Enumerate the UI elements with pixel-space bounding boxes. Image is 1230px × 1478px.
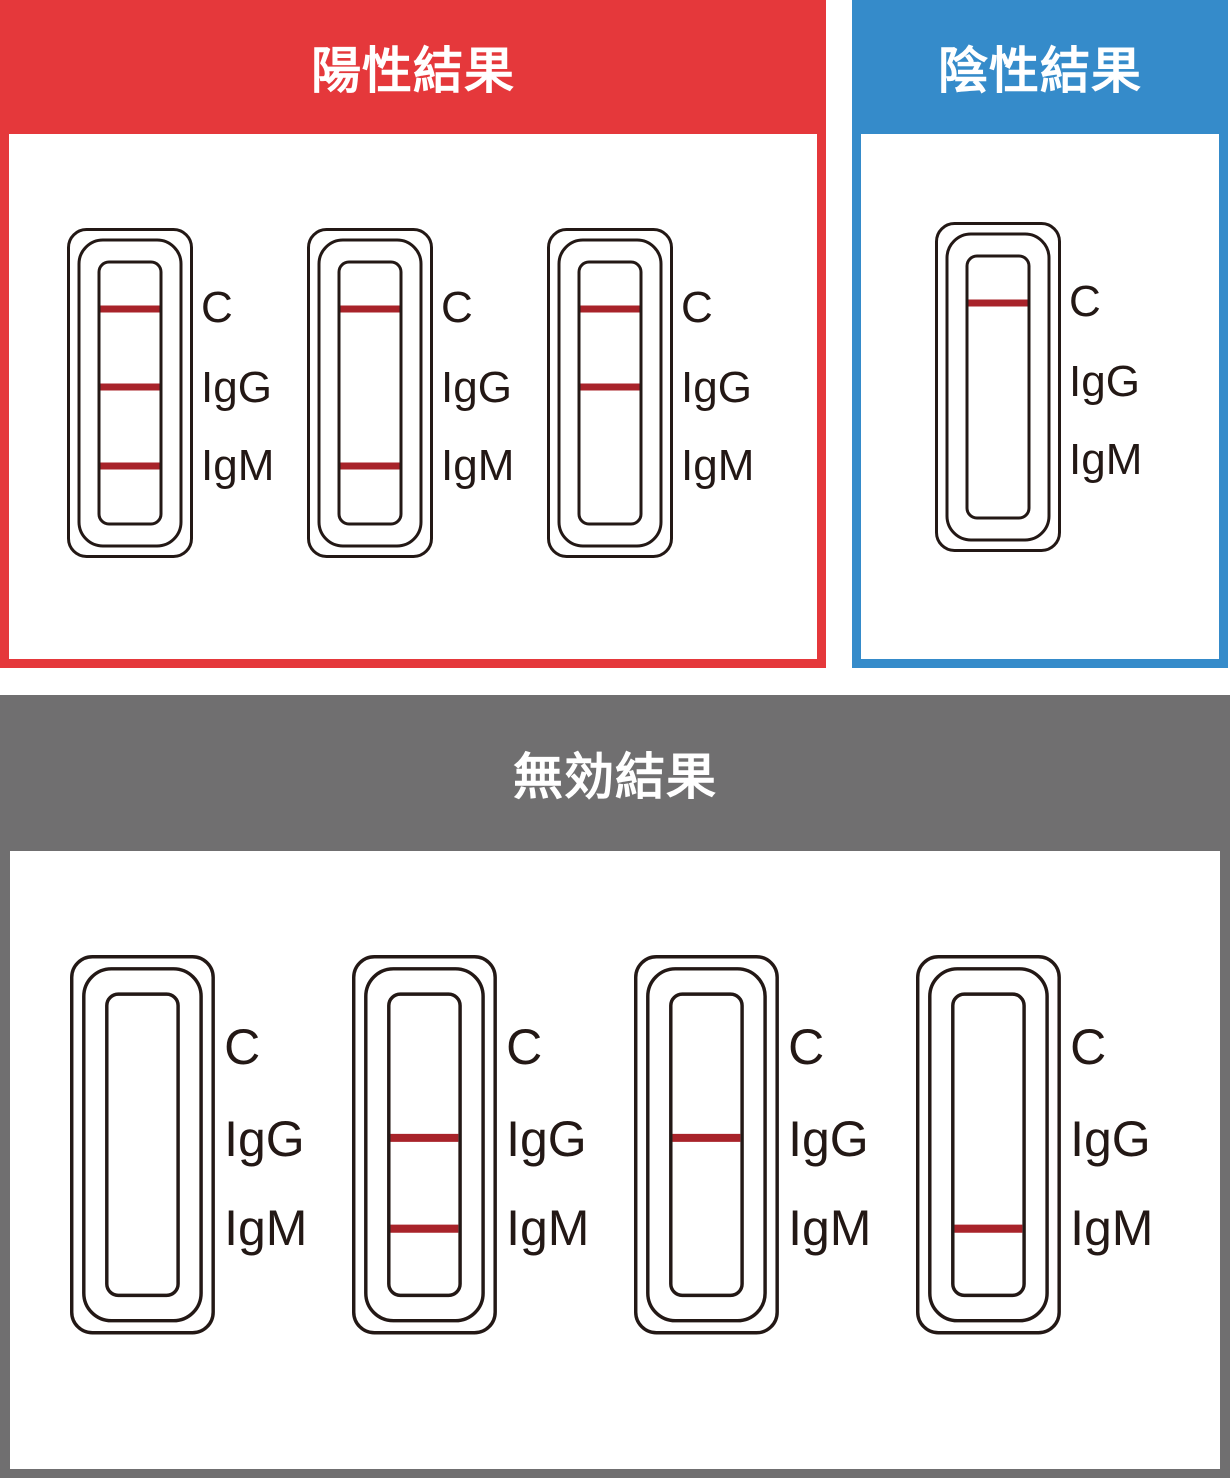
test-strip: C IgG IgM bbox=[70, 955, 318, 1335]
result-window bbox=[577, 260, 643, 526]
cassette-outer-outline bbox=[935, 222, 1061, 552]
invalid-result-body: C IgG IgM C IgG IgM C IgG IgM C IgG IgM bbox=[10, 851, 1220, 1469]
strip-label-igm: IgM bbox=[201, 441, 275, 490]
test-cassette-icon bbox=[67, 228, 193, 558]
strip-label-igm: IgM bbox=[1069, 435, 1143, 484]
test-strip: C IgG IgM bbox=[67, 228, 283, 558]
result-window bbox=[965, 254, 1031, 520]
strip-label-igm: IgM bbox=[1070, 1200, 1154, 1257]
cassette-outer-outline bbox=[70, 955, 215, 1335]
strip-label-c: C bbox=[224, 1018, 261, 1075]
result-window bbox=[105, 992, 180, 1298]
strip-label-igg: IgG bbox=[201, 363, 272, 412]
cassette-outer-outline bbox=[916, 955, 1061, 1335]
strip-label-c: C bbox=[506, 1018, 543, 1075]
strip-label-c: C bbox=[201, 283, 233, 332]
negative-result-body: C IgG IgM bbox=[861, 134, 1219, 659]
strip-label-igg: IgG bbox=[1070, 1110, 1151, 1167]
test-strip: C IgG IgM bbox=[547, 228, 763, 558]
cassette-inner-outline bbox=[77, 238, 183, 548]
result-window bbox=[337, 260, 403, 526]
positive-result-body: C IgG IgM C IgG IgM C IgG IgM bbox=[9, 134, 817, 659]
cassette-inner-outline bbox=[646, 967, 767, 1323]
strip-label-c: C bbox=[788, 1018, 825, 1075]
cassette-outer-outline bbox=[547, 228, 673, 558]
test-cassette-icon bbox=[307, 228, 433, 558]
test-strip: C IgG IgM bbox=[916, 955, 1164, 1335]
strip-label-igm: IgM bbox=[788, 1200, 872, 1257]
strip-label-igg: IgG bbox=[681, 363, 752, 412]
invalid-result-panel: 無効結果 C IgG IgM C IgG IgM C IgG IgM C IgG IgM bbox=[0, 695, 1230, 1478]
strip-label-igm: IgM bbox=[681, 441, 755, 490]
strip-label-igm: IgM bbox=[224, 1200, 308, 1257]
strip-label-igm: IgM bbox=[441, 441, 515, 490]
strip-label-c: C bbox=[441, 283, 473, 332]
negative-result-title: 陰性結果 bbox=[938, 42, 1142, 100]
cassette-inner-outline bbox=[317, 238, 423, 548]
cassette-inner-outline bbox=[945, 232, 1051, 542]
test-strip: C IgG IgM bbox=[352, 955, 600, 1335]
strip-label-c: C bbox=[681, 283, 713, 332]
strip-label-igg: IgG bbox=[788, 1110, 869, 1167]
strip-label-igg: IgG bbox=[441, 363, 512, 412]
cassette-outer-outline bbox=[352, 955, 497, 1335]
cassette-outer-outline bbox=[634, 955, 779, 1335]
test-cassette-icon bbox=[70, 955, 215, 1335]
result-window bbox=[951, 992, 1026, 1298]
result-window bbox=[387, 992, 462, 1298]
test-strip: C IgG IgM bbox=[935, 222, 1151, 552]
cassette-inner-outline bbox=[928, 967, 1049, 1323]
strip-label-igm: IgM bbox=[506, 1200, 590, 1257]
strip-label-igg: IgG bbox=[506, 1110, 587, 1167]
test-cassette-icon bbox=[935, 222, 1061, 552]
cassette-inner-outline bbox=[82, 967, 203, 1323]
test-cassette-icon bbox=[916, 955, 1061, 1335]
test-strip: C IgG IgM bbox=[634, 955, 882, 1335]
cassette-outer-outline bbox=[307, 228, 433, 558]
result-window bbox=[97, 260, 163, 526]
result-window bbox=[669, 992, 744, 1298]
test-strip: C IgG IgM bbox=[307, 228, 523, 558]
positive-result-title: 陽性結果 bbox=[311, 42, 515, 100]
negative-result-panel: 陰性結果 C IgG IgM bbox=[852, 0, 1228, 668]
positive-result-panel: 陽性結果 C IgG IgM C IgG IgM C IgG IgM bbox=[0, 0, 826, 668]
cassette-outer-outline bbox=[67, 228, 193, 558]
test-cassette-icon bbox=[352, 955, 497, 1335]
cassette-inner-outline bbox=[557, 238, 663, 548]
strip-label-igg: IgG bbox=[1069, 357, 1140, 406]
invalid-result-title: 無効結果 bbox=[513, 748, 717, 806]
cassette-inner-outline bbox=[364, 967, 485, 1323]
strip-label-c: C bbox=[1070, 1018, 1107, 1075]
strip-label-c: C bbox=[1069, 277, 1101, 326]
test-cassette-icon bbox=[547, 228, 673, 558]
strip-label-igg: IgG bbox=[224, 1110, 305, 1167]
test-cassette-icon bbox=[634, 955, 779, 1335]
